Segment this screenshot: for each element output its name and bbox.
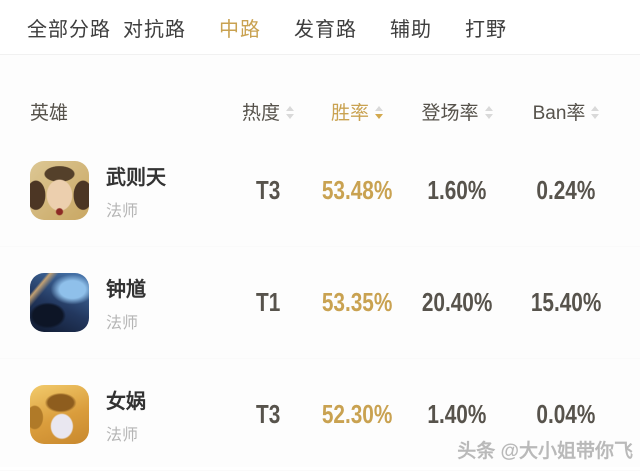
sort-asc-icon (484, 106, 493, 111)
sort-asc-icon (375, 106, 383, 111)
ban-rate-value: 15.40% (530, 287, 602, 317)
tab-all-lanes[interactable]: 全部分路 (27, 18, 111, 41)
win-rate-value: 53.48% (321, 175, 393, 205)
tab-mid-lane[interactable]: 中路 (219, 18, 261, 41)
hero-stats-table: 英雄 热度 胜率 登场率 Ban率 (0, 55, 640, 471)
column-header-ban-rate[interactable]: Ban率 (516, 98, 616, 125)
hero-row-zhongkui[interactable]: 钟馗 法师 T1 53.35% 20.40% 15.40% (0, 247, 640, 359)
hero-rows: 武则天 法师 T3 53.48% 1.60% 0.24% 钟馗 法师 T1 53… (0, 135, 640, 471)
hero-row-wuzetian[interactable]: 武则天 法师 T3 53.48% 1.60% 0.24% (0, 135, 640, 247)
sort-desc-icon (484, 114, 493, 119)
sort-arrows-icon (484, 104, 493, 119)
hero-name: 武则天 (106, 166, 166, 189)
sort-asc-icon (591, 106, 600, 111)
lane-nav: 全部分路 对抗路 中路 发育路 辅助 打野 (0, 0, 640, 55)
watermark-text: 头条 @大小姐带你飞 (457, 441, 633, 462)
sort-asc-icon (286, 106, 294, 111)
pick-rate-value: 20.40% (421, 287, 493, 317)
hero-name: 女娲 (106, 390, 146, 413)
pick-rate-value: 1.60% (427, 175, 487, 205)
column-header-hero: 英雄 (30, 103, 69, 124)
sort-arrows-icon (286, 104, 294, 119)
hero-role: 法师 (106, 426, 139, 444)
win-rate-value: 52.30% (321, 399, 393, 429)
hero-row-nuwa[interactable]: 女娲 法师 T3 52.30% 1.40% 0.04% (0, 359, 640, 471)
tier-value: T1 (255, 287, 281, 317)
column-header-win-rate[interactable]: 胜率 (316, 98, 398, 125)
column-header-pick-rate[interactable]: 登场率 (398, 98, 516, 125)
ban-rate-value: 0.24% (536, 175, 596, 205)
win-rate-value: 53.35% (321, 287, 393, 317)
column-header-heat[interactable]: 热度 (220, 98, 316, 125)
sort-arrows-icon (591, 104, 600, 119)
tab-clash-lane[interactable]: 对抗路 (123, 18, 186, 41)
sort-desc-active-icon (375, 114, 383, 119)
tier-value: T3 (255, 399, 281, 429)
ban-rate-value: 0.04% (536, 399, 596, 429)
tab-jungle[interactable]: 打野 (465, 18, 507, 41)
tier-value: T3 (255, 175, 281, 205)
hero-avatar-nuwa[interactable] (30, 385, 89, 444)
sort-arrows-icon (375, 104, 383, 119)
sort-desc-icon (591, 114, 600, 119)
tab-support[interactable]: 辅助 (390, 18, 432, 41)
pick-rate-value: 1.40% (427, 399, 487, 429)
hero-avatar-zhongkui[interactable] (30, 273, 89, 332)
hero-avatar-wuzetian[interactable] (30, 161, 89, 220)
tab-farm-lane[interactable]: 发育路 (294, 18, 357, 41)
table-header-row: 英雄 热度 胜率 登场率 Ban率 (0, 55, 640, 135)
sort-desc-icon (286, 114, 294, 119)
hero-name: 钟馗 (106, 278, 146, 301)
hero-role: 法师 (106, 314, 139, 332)
hero-role: 法师 (106, 202, 139, 220)
